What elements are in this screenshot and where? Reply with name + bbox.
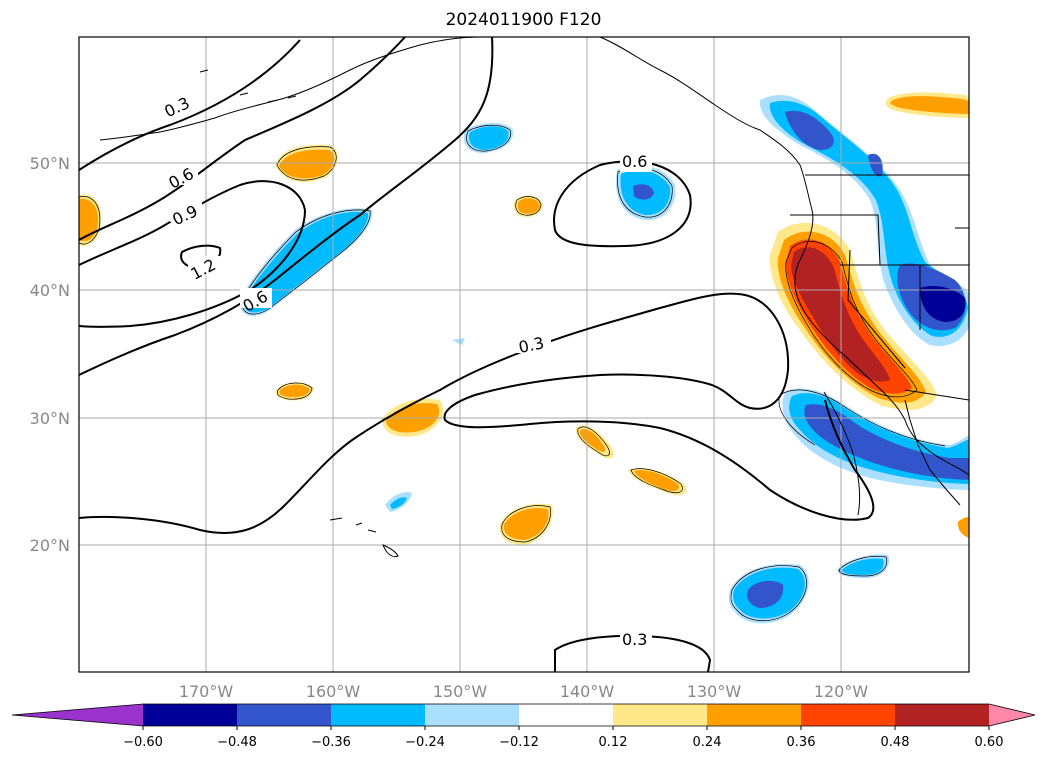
colorbar-segment bbox=[895, 704, 990, 726]
colorbar-segment bbox=[237, 704, 332, 726]
colorbar-segment bbox=[707, 704, 802, 726]
colorbar-tick-label: −0.60 bbox=[123, 735, 163, 750]
colorbar-under-arrow bbox=[12, 704, 143, 726]
lon-label: 150°W bbox=[433, 682, 488, 701]
contour-lines bbox=[79, 37, 875, 672]
colorbar-tick-label: 0.48 bbox=[881, 735, 910, 750]
plot-frame bbox=[78, 36, 970, 673]
contour-0.6-northwest bbox=[79, 37, 406, 241]
blob-outlines bbox=[79, 124, 946, 621]
lon-label: 120°W bbox=[814, 682, 869, 701]
colorbar-segment bbox=[331, 704, 426, 726]
map-title: 2024011900 F120 bbox=[445, 10, 602, 30]
lon-label: 140°W bbox=[560, 682, 615, 701]
lat-label: 30°N bbox=[30, 409, 70, 428]
colorbar-tick-label: 0.24 bbox=[693, 735, 722, 750]
latitude-labels: 50°N 40°N 30°N 20°N bbox=[30, 154, 70, 555]
lon-label: 130°W bbox=[687, 682, 742, 701]
colorbar-tick-label: −0.48 bbox=[217, 735, 257, 750]
gridlines bbox=[79, 37, 969, 672]
colorbar-tick-label: −0.24 bbox=[405, 735, 445, 750]
colorbar-tick-label: −0.12 bbox=[499, 735, 539, 750]
contour-label: 0.3 bbox=[622, 630, 647, 649]
colorbar-over-arrow bbox=[989, 704, 1035, 726]
colorbar-segment bbox=[519, 704, 614, 726]
longitude-labels: 170°W 160°W 150°W 140°W 130°W 120°W bbox=[179, 682, 869, 701]
lat-label: 40°N bbox=[30, 281, 70, 300]
contour-0.6-west bbox=[79, 37, 494, 376]
coastlines bbox=[99, 37, 969, 558]
colorbar-tick-label: 0.60 bbox=[975, 735, 1004, 750]
colorbar-tick-label: −0.36 bbox=[311, 735, 351, 750]
colorbar-segment bbox=[425, 704, 520, 726]
colorbar-segment bbox=[143, 704, 238, 726]
contour-0.3-north bbox=[79, 39, 301, 171]
colorbar: −0.60 −0.48 −0.36 −0.24 −0.12 0.12 0.24 0.36 0.4… bbox=[11, 703, 1036, 750]
lon-label: 160°W bbox=[306, 682, 361, 701]
colorbar-segment bbox=[613, 704, 708, 726]
filled-field bbox=[79, 92, 969, 624]
colorbar-segment bbox=[801, 704, 896, 726]
political-borders bbox=[790, 174, 969, 401]
contour-0.9 bbox=[79, 180, 307, 328]
colorbar-tick-label: 0.12 bbox=[599, 735, 628, 750]
contour-0.6-high bbox=[553, 160, 692, 248]
lon-label: 170°W bbox=[179, 682, 234, 701]
colorbar-tick-label: 0.36 bbox=[787, 735, 816, 750]
contour-label: 0.6 bbox=[622, 152, 647, 171]
lat-label: 50°N bbox=[30, 154, 70, 173]
contour-label: 0.3 bbox=[517, 333, 546, 357]
lat-label: 20°N bbox=[30, 536, 70, 555]
contour-0.3-main bbox=[79, 292, 875, 534]
